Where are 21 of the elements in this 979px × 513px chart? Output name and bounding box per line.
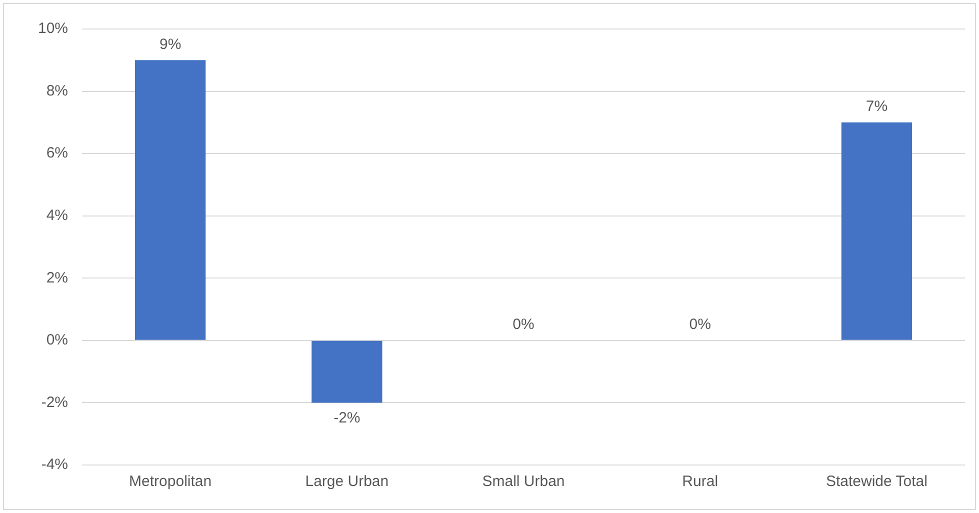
data-label: 0%: [689, 316, 711, 334]
x-tick-label: Large Urban: [305, 473, 389, 490]
y-tick-label: 10%: [38, 20, 68, 38]
y-tick-label: 8%: [46, 82, 68, 100]
y-tick-label: 2%: [46, 269, 68, 286]
bar: [841, 122, 912, 340]
data-label: 9%: [159, 36, 182, 53]
bar: [312, 340, 382, 403]
data-label: -2%: [334, 409, 360, 426]
data-label: 7%: [866, 98, 888, 116]
x-tick-label: Statewide Total: [826, 473, 928, 490]
y-tick-label: 6%: [46, 144, 68, 162]
x-tick-label: Metropolitan: [129, 473, 212, 490]
data-label: 0%: [512, 316, 534, 334]
y-tick-label: 0%: [46, 332, 68, 349]
bar: [135, 60, 206, 340]
y-tick-label: -2%: [41, 394, 68, 411]
x-tick-label: Small Urban: [482, 473, 565, 490]
y-tick-label: -4%: [41, 456, 68, 474]
x-tick-label: Rural: [682, 473, 718, 490]
y-tick-label: 4%: [46, 207, 68, 224]
